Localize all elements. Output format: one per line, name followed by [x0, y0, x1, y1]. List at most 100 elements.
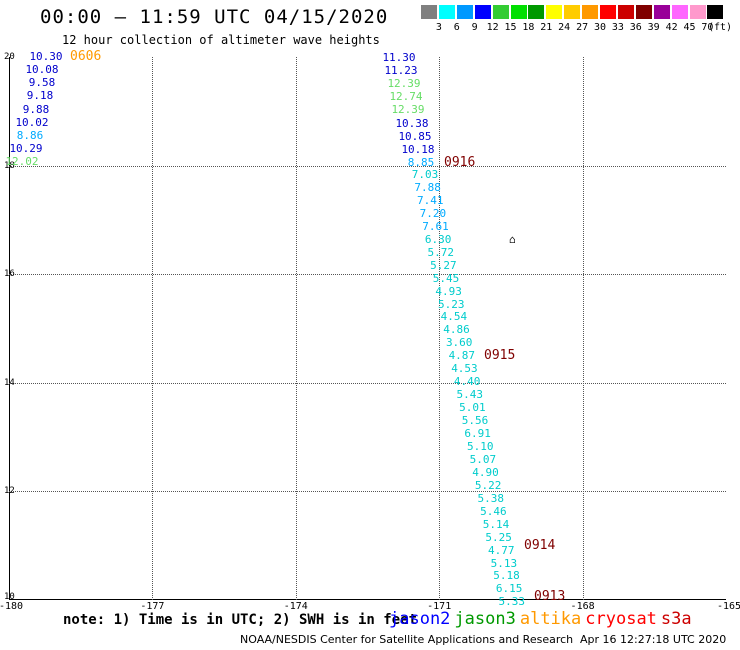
- scale-tick-label: 33: [611, 22, 624, 33]
- longitude-tick-label: -168: [570, 601, 595, 612]
- scale-tick-label: 45: [683, 22, 696, 33]
- scale-swatch: [600, 5, 616, 19]
- latitude-tick-label: 12: [4, 486, 15, 497]
- wave-height-value: 12.02: [5, 155, 39, 168]
- wave-height-value: 4.40: [453, 375, 481, 389]
- wave-height-value: 12.39: [391, 103, 425, 116]
- wave-height-value: 10.38: [395, 117, 429, 130]
- wave-height-value: 4.86: [443, 323, 470, 337]
- map-frame: [9, 57, 726, 600]
- wave-height-value: 4.90: [472, 465, 499, 479]
- scale-tick-label: 6: [453, 22, 460, 33]
- wave-height-value: 5.72: [427, 245, 455, 259]
- scale-swatch: [421, 5, 437, 19]
- wave-height-value: 12.74: [389, 90, 423, 103]
- scale-tick-label: 24: [558, 22, 571, 33]
- grid-parallel: [9, 382, 726, 384]
- grid-meridian: [582, 57, 584, 600]
- scale-swatch: [438, 5, 455, 19]
- map-plot-area: [9, 57, 726, 600]
- credit-line: NOAA/NESDIS Center for Satellite Applica…: [240, 633, 574, 646]
- wave-height-value: 5.07: [469, 452, 497, 466]
- pass-time-label: 0915: [484, 348, 516, 363]
- longitude-tick-label: -174: [283, 601, 308, 612]
- wave-height-value: 5.25: [485, 530, 512, 544]
- wave-height-value: 10.08: [25, 63, 59, 76]
- longitude-tick-label: -171: [427, 601, 452, 612]
- wave-height-value: 5.18: [493, 569, 520, 583]
- scale-tick-label: 15: [504, 22, 517, 33]
- scale-tick-label: 12: [486, 22, 499, 33]
- wave-height-value: 7.41: [417, 193, 444, 207]
- longitude-tick-label: -177: [140, 601, 165, 612]
- scale-swatch: [492, 5, 509, 19]
- grid-meridian: [152, 57, 154, 600]
- pass-time-label: 0913: [534, 589, 566, 604]
- legend-item-altika: altika: [519, 609, 582, 629]
- scale-tick-label: 70: [701, 22, 714, 33]
- scale-tick-label: 42: [665, 22, 678, 33]
- wave-height-value: 4.87: [448, 349, 476, 363]
- wave-height-value: 7.88: [414, 180, 441, 194]
- latitude-tick-label: 18: [4, 160, 15, 171]
- scale-swatch: [510, 5, 527, 19]
- wave-height-value: 9.58: [28, 76, 56, 89]
- latitude-tick-label: 16: [4, 269, 15, 280]
- pass-time-label: 0914: [524, 538, 556, 553]
- wave-height-value: 5.38: [477, 491, 505, 505]
- wave-height-value: 6.15: [495, 582, 523, 596]
- grid-parallel: [9, 274, 726, 276]
- scale-swatch: [564, 5, 581, 19]
- wave-height-value: 9.88: [22, 103, 50, 116]
- wave-height-value: 11.30: [382, 51, 416, 64]
- wave-height-value: 5.14: [482, 517, 510, 531]
- wave-height-value: 4.54: [440, 310, 468, 324]
- wave-height-value: 7.03: [411, 168, 439, 181]
- wave-height-value: 5.01: [459, 401, 486, 415]
- wave-height-value: 12.39: [387, 77, 421, 90]
- wave-height-value: 7.20: [419, 206, 447, 220]
- scale-tick-label: 36: [629, 22, 642, 33]
- scale-swatch: [546, 5, 563, 19]
- latitude-tick-label: 10: [4, 592, 15, 602]
- wave-height-value: 10.18: [401, 143, 435, 156]
- scale-tick-label: 21: [540, 22, 553, 33]
- latitude-tick-label: 20: [4, 52, 15, 62]
- grid-meridian: [439, 57, 441, 600]
- scale-swatch: [456, 5, 473, 19]
- scale-tick-label: 27: [576, 22, 589, 33]
- scale-tick-label: 18: [522, 22, 535, 33]
- grid-parallel: [9, 165, 726, 167]
- wave-height-value: 4.93: [435, 284, 462, 298]
- wave-height-value: 8.85: [407, 156, 435, 169]
- wave-height-value: 10.29: [9, 142, 43, 155]
- legend-item-jason2: jason2: [389, 609, 451, 629]
- wave-height-value: 5.43: [456, 388, 483, 402]
- wave-height-value: 6.30: [424, 232, 452, 246]
- latitude-tick-label: 14: [4, 377, 15, 388]
- wave-height-value: 8.86: [16, 129, 44, 142]
- footer-note: note: 1) Time is in UTC; 2) SWH is in fe…: [63, 612, 418, 628]
- scale-tick-label: 3: [435, 22, 442, 33]
- wave-height-value: 10.85: [398, 130, 432, 143]
- longitude-tick-label: -180: [0, 601, 24, 612]
- scale-swatch: [635, 5, 652, 19]
- wave-height-value: 5.22: [474, 478, 502, 492]
- scale-unit-label: (ft): [708, 22, 733, 33]
- scale-tick-label: 30: [593, 22, 607, 33]
- wave-height-value: 5.23: [438, 297, 465, 311]
- legend-item-jason3: jason3: [454, 609, 516, 629]
- wave-height-value: 5.46: [480, 504, 507, 518]
- grid-parallel: [9, 491, 726, 493]
- wave-height-value: 3.60: [445, 336, 473, 350]
- grid-meridian: [295, 57, 297, 600]
- pass-time-label: 0606: [70, 49, 102, 64]
- wave-height-value: 5.10: [466, 439, 494, 453]
- pass-time-label: 0916: [444, 155, 476, 170]
- scale-swatch: [528, 5, 545, 19]
- wave-height-value: 6.91: [464, 427, 491, 440]
- scale-tick-label: 39: [647, 22, 660, 33]
- generation-timestamp: Apr 16 12:27:18 UTC 2020: [580, 633, 727, 646]
- scale-swatch: [617, 5, 634, 19]
- wave-height-value: 5.45: [432, 271, 460, 285]
